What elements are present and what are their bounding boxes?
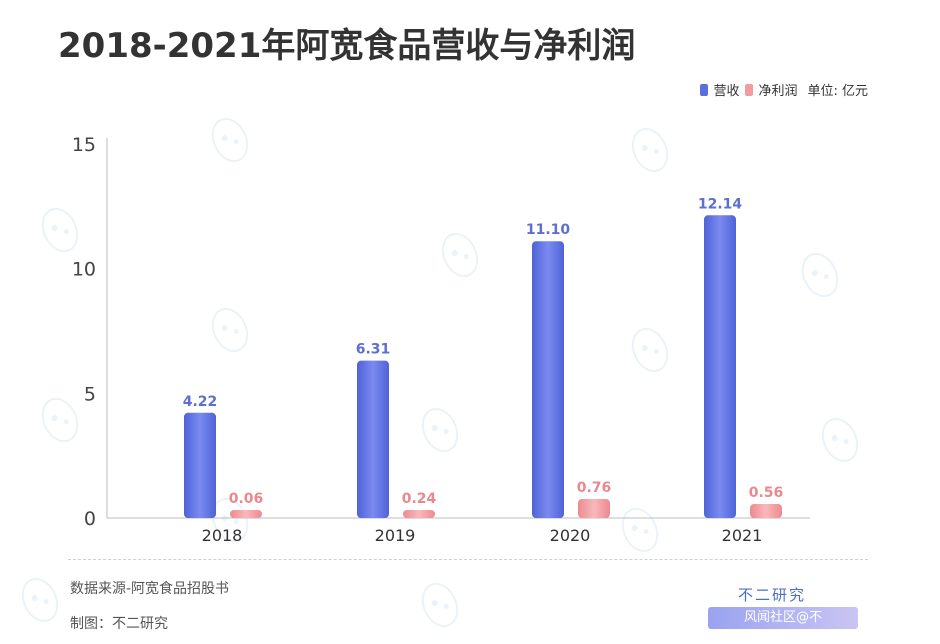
watermark-shape (211, 117, 249, 163)
legend-swatch-revenue (700, 83, 709, 96)
y-axis-ticks: 0 5 10 15 (72, 134, 96, 530)
bar-profit (230, 510, 262, 518)
data-label-profit: 0.76 (577, 480, 612, 496)
watermark-mark (441, 232, 479, 278)
watermark-dot (823, 274, 829, 280)
watermark-mark (631, 127, 669, 173)
watermark-dot (463, 254, 469, 260)
watermark-mark (421, 582, 459, 628)
bar-revenue (532, 241, 564, 519)
watermark-mark (621, 507, 659, 553)
watermark-dot (63, 419, 69, 425)
watermark-shape (631, 327, 669, 373)
watermark-mark (631, 327, 669, 373)
watermark-shape (801, 252, 839, 298)
brand-text: 不二研究 (738, 586, 807, 604)
bars: 4.22 0.06 6.31 0.24 11.10 0.76 12.14 0.56 (183, 196, 784, 519)
y-tick-label: 10 (72, 259, 96, 281)
data-label-profit: 0.56 (749, 485, 784, 501)
watermark-shape (21, 577, 59, 623)
x-axis-labels: 2018 2019 2020 2021 (202, 526, 763, 545)
x-tick-label: 2019 (375, 526, 416, 545)
watermark-shape (41, 207, 79, 253)
watermark-dot (831, 435, 838, 442)
x-tick-label: 2020 (550, 526, 591, 545)
watermark-dot (641, 345, 648, 352)
legend-swatch-profit (745, 83, 754, 96)
x-tick-label: 2021 (722, 526, 763, 545)
watermark-mark (41, 397, 79, 443)
y-tick-label: 5 (84, 383, 96, 405)
watermark-dot (221, 135, 228, 142)
data-label-revenue: 12.14 (698, 196, 743, 212)
watermark-dot (221, 325, 228, 332)
maker-text: 制图：不二研究 (70, 616, 168, 632)
footer-separator (68, 559, 868, 560)
watermark-dot (233, 519, 239, 525)
bar-revenue (184, 412, 216, 518)
site-ribbon: 风闻社区@不 (708, 607, 858, 629)
watermark-mark (821, 417, 859, 463)
chart-title: 2018-2021年阿宽食品营收与净利润 (58, 26, 636, 66)
data-label-profit: 0.24 (402, 491, 437, 507)
data-label-revenue: 11.10 (526, 222, 571, 238)
watermark-shape (441, 232, 479, 278)
y-tick-label: 15 (72, 134, 96, 156)
watermark-mark (21, 577, 59, 623)
legend-item-revenue: 营收 (700, 80, 739, 99)
y-tick-label: 0 (84, 508, 96, 530)
watermark-mark (211, 307, 249, 353)
source-text: 数据来源-阿宽食品招股书 (70, 581, 230, 597)
watermark-shape (421, 407, 459, 453)
watermark-dot (643, 529, 649, 535)
watermark-mark (211, 117, 249, 163)
watermark-dot (653, 149, 659, 155)
watermark-dot (51, 415, 58, 422)
legend-label-profit: 净利润 (758, 84, 798, 99)
watermark-dot (431, 600, 438, 607)
watermark-dot (233, 139, 239, 145)
watermark-dot (63, 229, 69, 235)
watermark-dot (443, 429, 449, 435)
watermark-mark (41, 207, 79, 253)
bar-profit (578, 499, 610, 518)
watermark-dot (233, 329, 239, 335)
watermark-shape (211, 307, 249, 353)
watermark-dot (431, 425, 438, 432)
legend-label-revenue: 营收 (713, 84, 740, 99)
watermark-dot (31, 595, 38, 602)
watermark-dot (443, 604, 449, 610)
bar-revenue (704, 215, 736, 518)
watermark-shape (41, 397, 79, 443)
watermark-shape (621, 507, 659, 553)
bar-revenue (357, 360, 389, 518)
watermark-shape (821, 417, 859, 463)
bar-profit (750, 504, 782, 518)
watermark-dot (43, 599, 49, 605)
legend: 营收 净利润 单位: 亿元 (700, 80, 868, 99)
data-label-revenue: 6.31 (356, 342, 391, 358)
watermark-dot (51, 225, 58, 232)
watermark-shape (631, 127, 669, 173)
data-label-profit: 0.06 (229, 491, 264, 507)
watermark-dot (653, 349, 659, 355)
legend-item-profit: 净利润 (745, 80, 797, 99)
watermark-mark (421, 407, 459, 453)
watermark-dot (811, 270, 818, 277)
bar-profit (403, 510, 435, 518)
data-label-revenue: 4.22 (183, 394, 218, 410)
x-tick-label: 2018 (202, 526, 243, 545)
site-ribbon-text: 风闻社区@不 (743, 610, 822, 625)
unit-label: 单位: 亿元 (807, 84, 868, 99)
watermark-dot (631, 525, 638, 532)
watermark-dot (641, 145, 648, 152)
watermark-dot (843, 439, 849, 445)
watermark-mark (801, 252, 839, 298)
watermark-shape (421, 582, 459, 628)
watermark-dot (451, 250, 458, 257)
watermarks (21, 117, 859, 628)
